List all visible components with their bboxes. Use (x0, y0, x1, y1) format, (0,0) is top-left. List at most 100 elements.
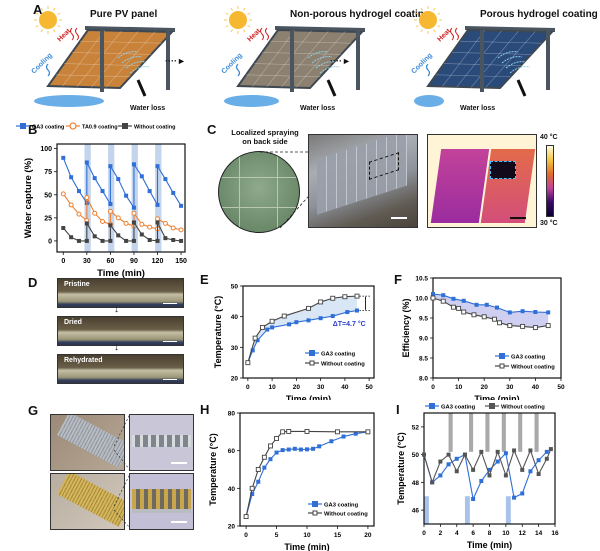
data-point (61, 155, 66, 160)
series-line-2 (62, 220, 182, 242)
data-point (461, 309, 467, 315)
data-point (304, 429, 310, 434)
data-point (446, 462, 451, 467)
data-point (503, 473, 508, 478)
data-point (108, 164, 113, 169)
x-tick-label: 12 (519, 530, 527, 537)
data-point (520, 467, 525, 472)
heat-label: Heat (56, 27, 72, 43)
data-point (520, 309, 525, 314)
data-point (262, 465, 267, 470)
x-tick-label: 150 (175, 258, 187, 265)
x-tick-label: 40 (532, 384, 540, 391)
data-point (245, 360, 251, 366)
chart-b-water-capture: 0 30 60 90 120 150 0 25 50 75 100 Time (min) Water c… (16, 122, 187, 278)
data-point (430, 295, 436, 301)
spray-arc (497, 51, 519, 59)
heating-period (485, 413, 490, 452)
data-point (318, 299, 324, 305)
x-axis-label: Time (min) (97, 268, 145, 278)
x-tick-label: 10 (455, 384, 463, 391)
data-point (92, 210, 98, 216)
x-axis-label: Time (min) (284, 542, 329, 551)
x-tick-label: 30 (317, 384, 325, 391)
data-point (84, 160, 89, 165)
down-arrow-icon: ↓ (114, 304, 119, 315)
sun-ray (35, 12, 39, 15)
series-line-1 (247, 295, 358, 363)
heating-period (501, 413, 506, 452)
data-point (124, 238, 129, 243)
pv-panel (46, 28, 175, 90)
sun-ray (415, 12, 419, 15)
panel-grid (295, 31, 346, 88)
data-point (274, 450, 279, 455)
heating-period (448, 413, 453, 452)
data-point (60, 191, 66, 197)
y-axis-label: Temperature (°C) (213, 296, 223, 368)
cooling-period (505, 496, 511, 524)
y-tick-label: 0 (48, 238, 52, 245)
data-point (497, 320, 503, 326)
legend-label: GA3 coating (511, 355, 546, 361)
process-arrow: ····► (330, 56, 351, 66)
data-point (495, 305, 499, 310)
data-point (487, 473, 492, 478)
data-point (495, 449, 500, 454)
panel-grid (459, 40, 542, 44)
support-leg (546, 30, 550, 90)
sun-ray (40, 7, 43, 11)
data-point (84, 238, 89, 243)
panel-grid (90, 31, 139, 88)
data-point (365, 429, 371, 435)
data-point (330, 295, 336, 301)
y-tick-label: 40 (231, 314, 239, 321)
sun-icon (39, 11, 57, 29)
panel-label-b: B (28, 122, 38, 137)
heat-wave-icon (70, 27, 79, 41)
legend-label: Without coating (324, 512, 368, 518)
data-point (311, 446, 316, 451)
x-tick-label: 14 (535, 530, 543, 537)
data-point (292, 446, 297, 451)
colorbar-max-label: 40 °C (540, 134, 558, 141)
data-point (116, 177, 121, 182)
panel-grid (62, 30, 106, 87)
water-loss-label: Water loss (300, 105, 335, 112)
data-point (342, 294, 348, 300)
coated-heatsink-photo (50, 473, 125, 530)
x-tick-label: 120 (152, 258, 164, 265)
data-point (261, 454, 267, 460)
panel-grid (451, 52, 532, 55)
data-point (76, 211, 82, 217)
sun-ray (57, 25, 61, 28)
chart-f-efficiency: 0 10 20 30 40 50 8.0 8.5 9.0 9.5 10.0 10.5 Time (min… (401, 276, 565, 401)
data-point (491, 316, 497, 322)
series-line-0 (62, 157, 182, 210)
legend-marker (69, 122, 77, 130)
data-point (256, 479, 261, 484)
panel-label-h: H (200, 402, 210, 417)
chart-h-temperature: 0 5 10 15 20 20 40 60 80 Time (min) Temperature (°… (208, 411, 375, 551)
data-point (298, 447, 303, 452)
data-point (471, 312, 477, 318)
sun-ray (437, 12, 441, 15)
data-point (92, 234, 97, 239)
support-leg (480, 30, 484, 92)
panel-label-a: A (33, 2, 43, 17)
sun-ray (225, 12, 229, 15)
sun-ray (437, 25, 441, 28)
difference-shading (433, 294, 549, 328)
sun-icon (229, 11, 247, 29)
x-tick-label: 0 (246, 384, 250, 391)
data-point (456, 305, 462, 311)
uncoated-fin-closeup (129, 414, 194, 471)
legend-marker (499, 363, 505, 369)
data-point (179, 238, 184, 243)
heat-label: Heat (436, 27, 452, 43)
heating-period (534, 413, 539, 452)
data-point (481, 314, 487, 320)
panel-grid (269, 40, 352, 44)
data-point (438, 459, 443, 464)
